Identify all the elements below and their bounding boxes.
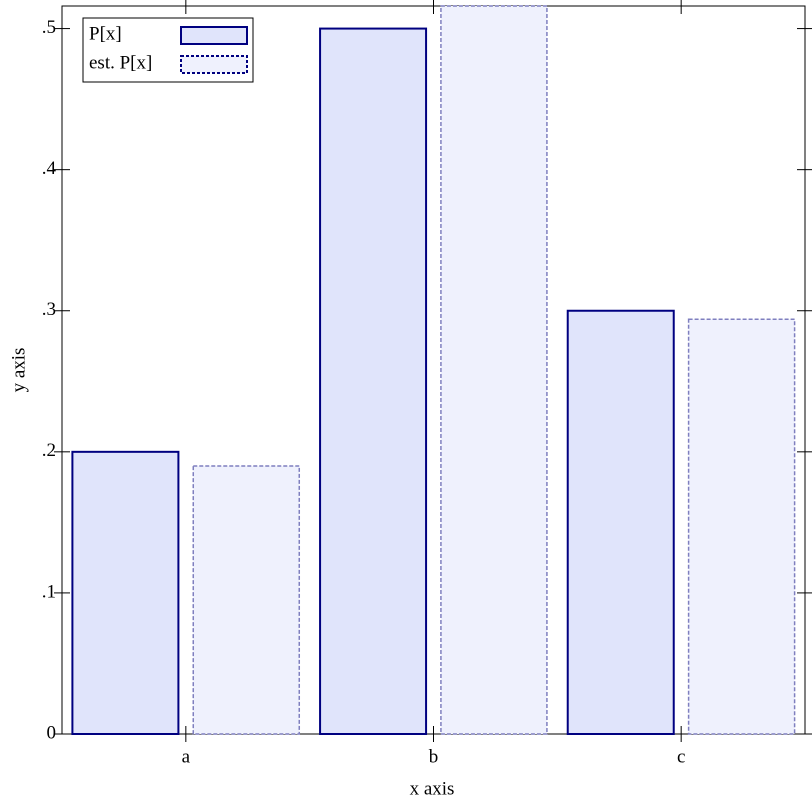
- legend-label: P[x]: [89, 23, 122, 44]
- y-tick-label: .4: [42, 158, 57, 179]
- y-axis-label: y axis: [8, 348, 29, 393]
- x-tick-label: a: [182, 746, 191, 767]
- bar: [319, 27, 428, 735]
- y-tick-label: .2: [42, 440, 56, 461]
- bar: [440, 5, 548, 735]
- bar: [687, 318, 796, 735]
- y-tick-label: 0: [47, 722, 57, 743]
- legend-swatch: [180, 55, 248, 74]
- x-axis-label: x axis: [410, 778, 455, 799]
- bar: [192, 465, 301, 735]
- legend-label: est. P[x]: [89, 52, 152, 73]
- x-tick-label: b: [429, 746, 439, 767]
- legend-swatch: [180, 26, 248, 45]
- bar: [566, 309, 675, 735]
- y-tick-label: .1: [42, 581, 56, 602]
- y-tick-label: .5: [42, 17, 56, 38]
- y-tick-label: .3: [42, 299, 56, 320]
- bar: [71, 450, 180, 735]
- x-tick-label: c: [677, 746, 685, 767]
